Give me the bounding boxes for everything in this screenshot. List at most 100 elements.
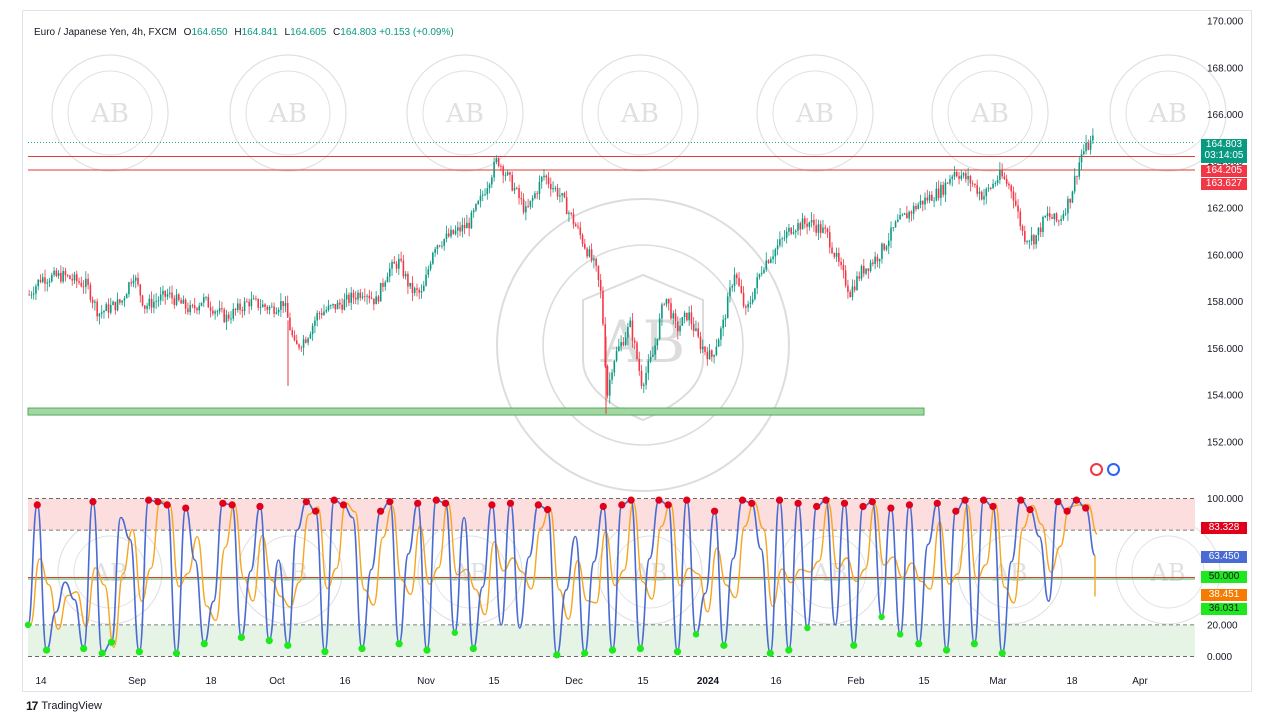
candle-body <box>953 172 956 177</box>
overbought-signal-dot <box>710 507 719 515</box>
candle-body <box>883 243 885 250</box>
candle-body <box>559 195 561 197</box>
watermark-large-seal-icon: AB <box>496 198 790 492</box>
candle-body <box>711 350 713 357</box>
watermark-seal-icon: AB <box>957 519 1063 625</box>
candle-body <box>801 218 804 230</box>
candle-body <box>897 219 899 222</box>
time-tick-label: 15 <box>488 676 500 687</box>
candle-body <box>704 346 706 352</box>
candle-body <box>531 198 534 201</box>
candle-body <box>756 277 758 289</box>
time-tick-label: Mar <box>989 676 1007 687</box>
candle-body <box>212 310 214 314</box>
candle-body <box>459 227 461 232</box>
candle-body <box>85 278 87 287</box>
oversold-signal-dot <box>24 621 32 629</box>
oversold-signal-dot <box>766 649 774 657</box>
high-value: 164.841 <box>241 27 278 38</box>
candle-body <box>1021 226 1024 232</box>
candle-body <box>980 191 983 200</box>
candle-body <box>661 304 663 319</box>
candle-body <box>602 290 604 325</box>
candle-body <box>894 221 897 228</box>
candle-body <box>593 258 595 261</box>
brand-name: TradingView <box>41 700 102 712</box>
candle-body <box>191 305 194 306</box>
candle-body <box>1092 135 1094 141</box>
candle-body <box>452 229 455 234</box>
record-toggle-icon[interactable] <box>1090 463 1103 476</box>
candle-body <box>91 299 94 303</box>
oversold-signal-dot <box>200 640 208 648</box>
candle-body <box>1030 235 1033 241</box>
candle-body <box>874 256 876 264</box>
candle-body <box>838 252 840 262</box>
overbought-signal-dot <box>989 502 997 511</box>
oversold-signal-dot <box>553 651 561 659</box>
tradingview-icon: 17 <box>26 699 38 713</box>
oversold-signal-dot <box>673 648 682 656</box>
candle-body <box>227 314 230 319</box>
overbought-signal-dot <box>506 499 515 507</box>
candle-body <box>658 318 661 339</box>
oversold-signal-dot <box>804 624 811 632</box>
candle-body <box>645 372 647 385</box>
candle-body <box>243 301 246 312</box>
candle-body <box>1039 227 1042 232</box>
candle-body <box>568 212 570 215</box>
overbought-signal-dot <box>154 498 162 506</box>
candle-body <box>388 268 391 277</box>
candle-body <box>890 227 892 241</box>
time-tick-label: Sep <box>128 676 146 687</box>
candle-body <box>114 301 117 311</box>
tradingview-logo[interactable]: 17 TradingView <box>26 699 102 713</box>
overbought-signal-dot <box>89 498 97 506</box>
candle-body <box>370 298 373 300</box>
oscillator-axis: 100.000 20.000 0.000 <box>1207 494 1244 663</box>
candle-body <box>502 166 504 176</box>
candle-body <box>255 298 257 300</box>
candle-body <box>586 248 588 257</box>
symbol-title: Euro / Japanese Yen, 4h, FXCM <box>34 27 177 38</box>
candle-body <box>1028 240 1031 242</box>
candle-body <box>529 200 532 207</box>
candle-body <box>316 313 318 321</box>
candle-body <box>429 263 432 270</box>
watermark-seal-icon: AB <box>756 54 874 172</box>
candle-body <box>447 233 450 237</box>
candle-body <box>817 224 820 233</box>
candle-body <box>48 281 51 283</box>
time-tick-label: 16 <box>339 676 351 687</box>
candle-body <box>468 222 470 229</box>
candle-body <box>1019 211 1022 227</box>
candle-body <box>266 307 269 310</box>
candle-body <box>187 308 189 313</box>
overbought-signal-dot <box>655 496 663 504</box>
candle-body <box>1064 213 1067 215</box>
candle-body <box>248 301 250 307</box>
candle-body <box>819 224 822 233</box>
oversold-signal-dot <box>998 649 1006 657</box>
candle-body <box>432 252 434 264</box>
oversold-signal-dot <box>636 644 644 653</box>
candle-body <box>840 261 842 266</box>
candle-body <box>813 219 815 226</box>
candle-body <box>100 312 103 314</box>
candle-body <box>511 174 514 191</box>
candle-body <box>475 204 477 211</box>
oversold-signal-dot <box>135 648 143 656</box>
candle-body <box>872 262 874 264</box>
candle-body <box>384 282 387 287</box>
snapshot-toggle-icon[interactable] <box>1107 463 1120 476</box>
candle-body <box>1071 191 1074 203</box>
candle-body <box>679 325 681 332</box>
candle-body <box>178 294 180 301</box>
osc-green-tag: 36.031 <box>1201 603 1247 615</box>
watermark-seal-icon: AB <box>406 54 524 172</box>
time-tick-label: 15 <box>637 676 649 687</box>
candle-body <box>506 172 509 175</box>
candle-body <box>232 308 235 319</box>
